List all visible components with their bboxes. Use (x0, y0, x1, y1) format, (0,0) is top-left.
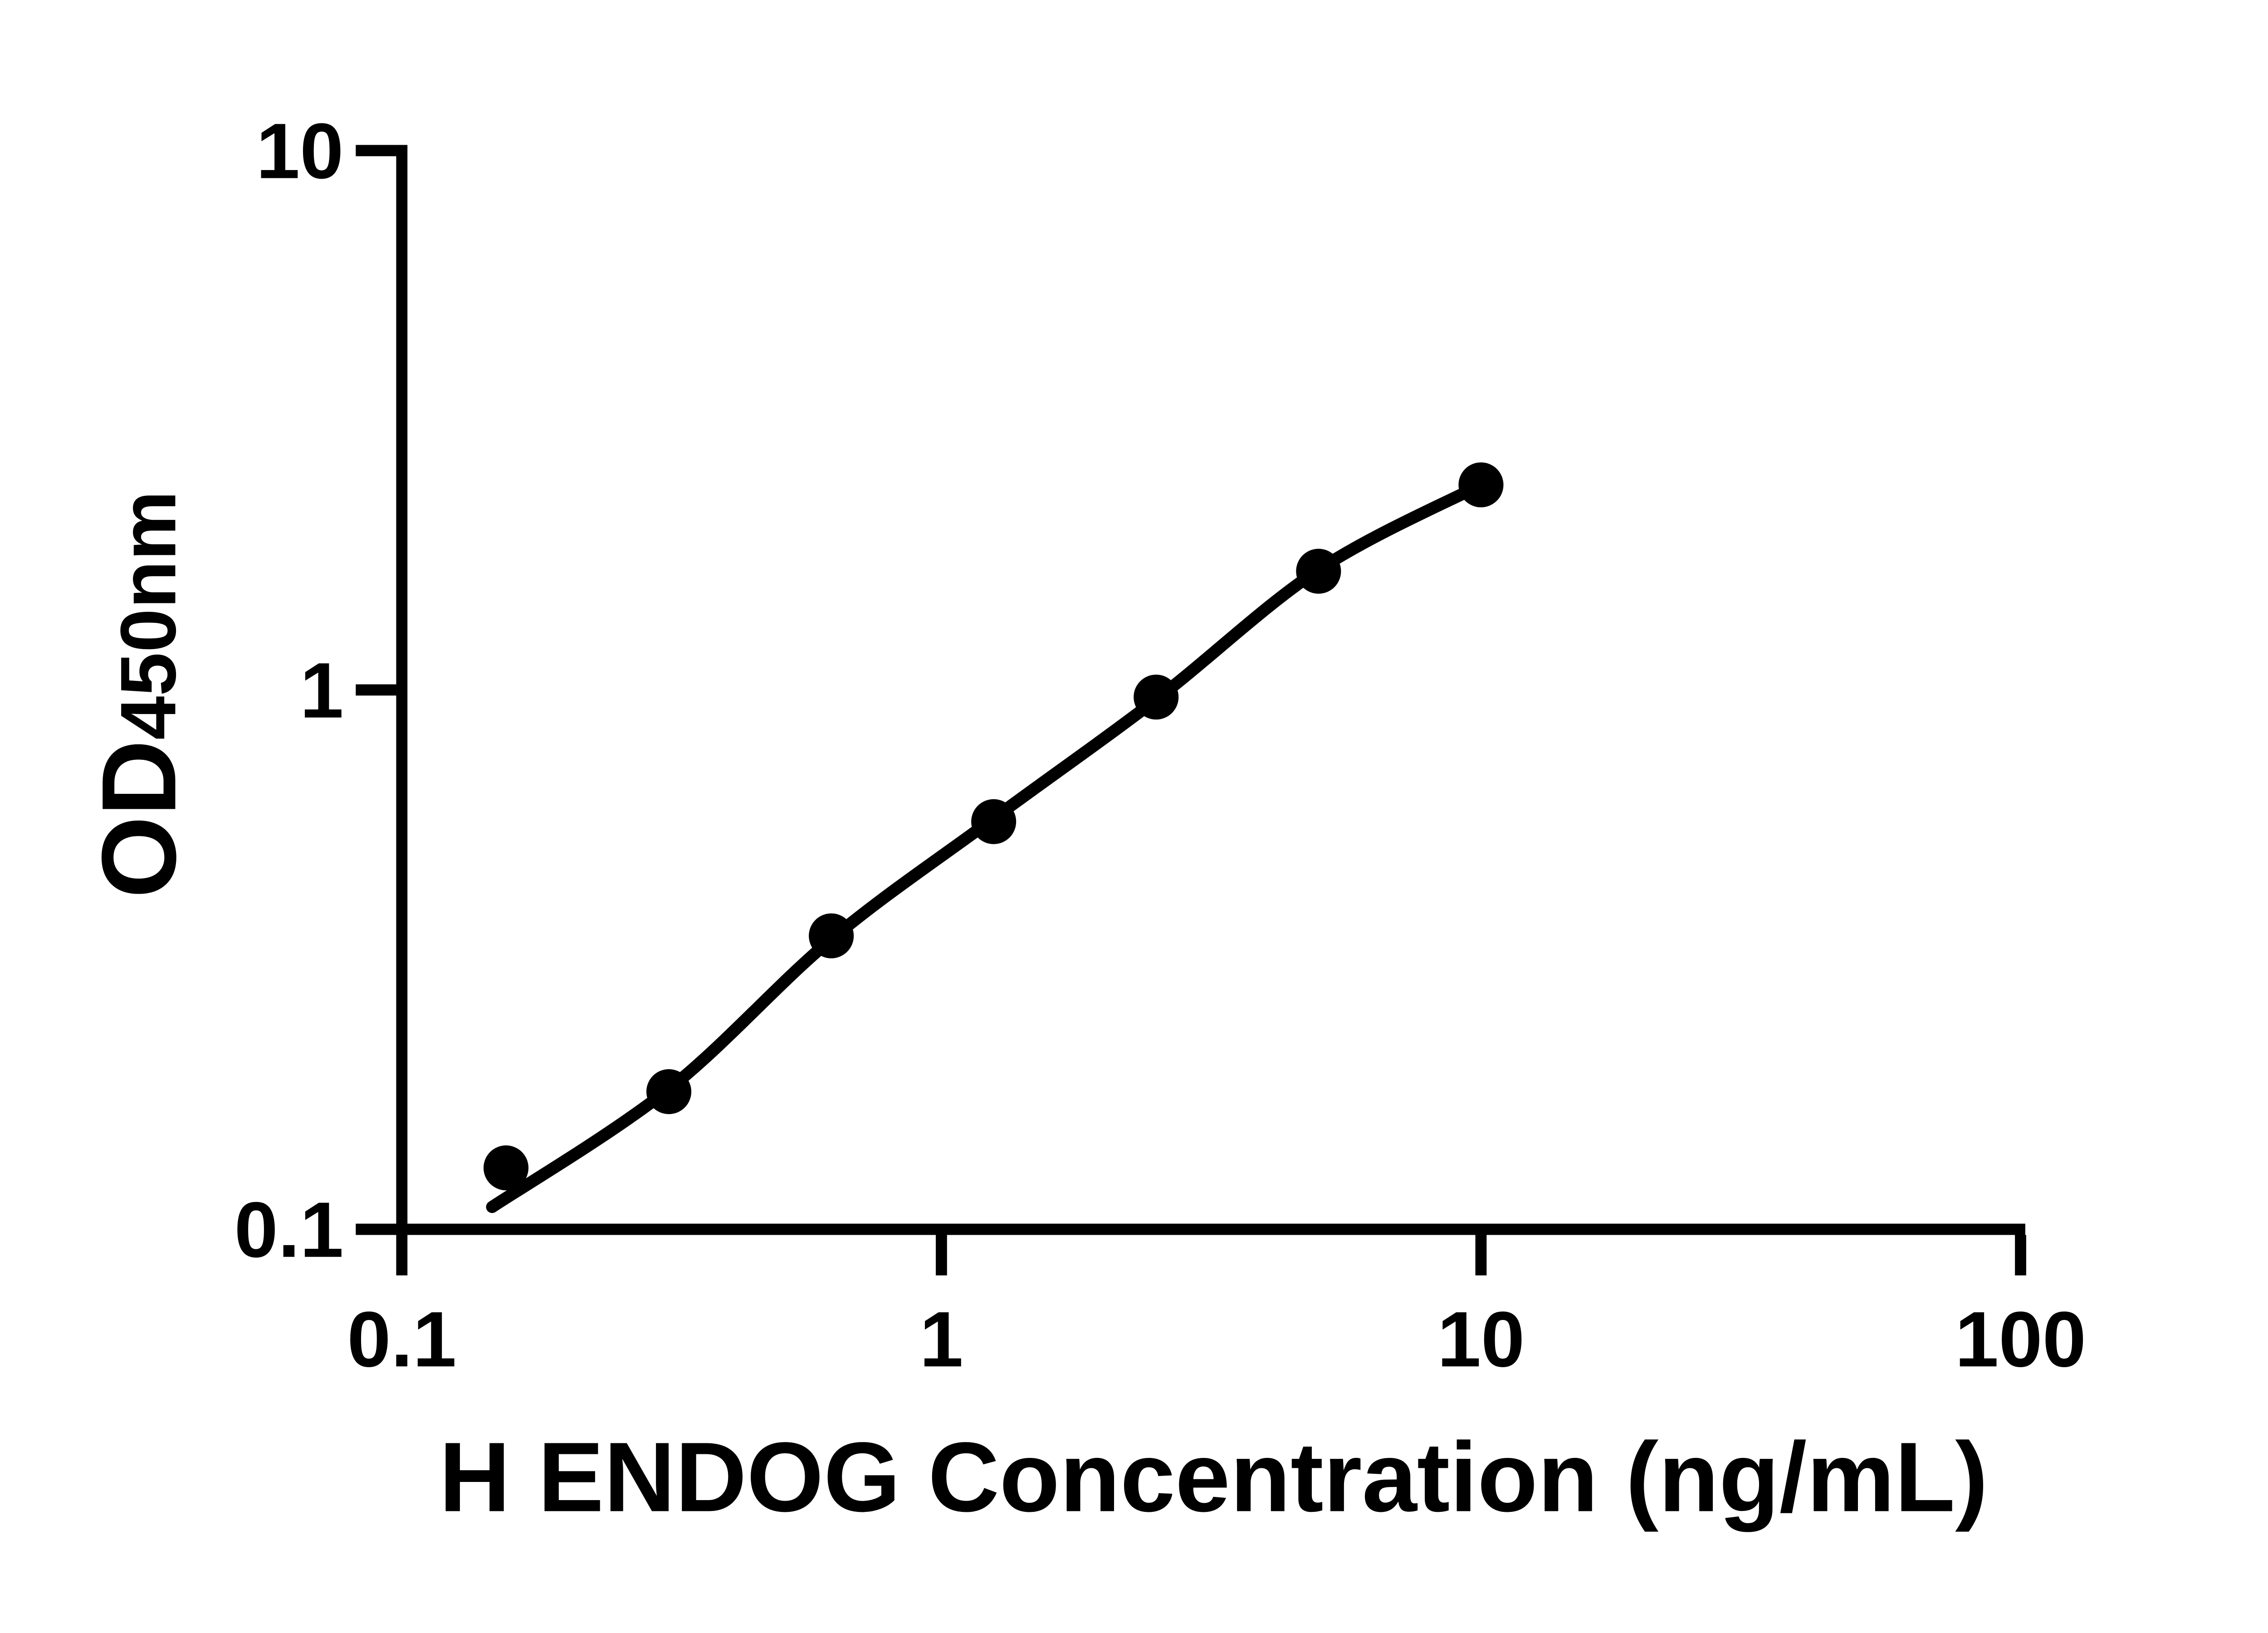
y-tick-label: 1 (300, 646, 343, 734)
data-point (1458, 462, 1504, 508)
y-axis-title-main: OD (80, 740, 198, 898)
y-tick-label: 10 (256, 107, 344, 195)
data-point (971, 799, 1017, 844)
x-axis-title: H ENDOG Concentration (ng/mL) (439, 1422, 1988, 1532)
x-tick-label: 10 (1437, 1295, 1525, 1383)
fit-curve (486, 479, 1487, 1213)
plot-area: 10 1 0.10.1 1 10 100 (234, 107, 2086, 1384)
y-axis-title: OD450nm (80, 491, 198, 899)
y-axis-title-sub: 450nm (104, 491, 192, 740)
x-tick-label: 100 (1955, 1295, 2086, 1383)
x-tick-label: 0.1 (347, 1295, 456, 1383)
data-point (809, 913, 854, 958)
data-point (483, 1145, 529, 1191)
x-tick-label: 1 (919, 1295, 963, 1383)
data-point (1296, 548, 1341, 594)
data-point (646, 1069, 692, 1115)
data-point (1134, 675, 1179, 720)
y-tick-label: 0.1 (234, 1186, 343, 1274)
